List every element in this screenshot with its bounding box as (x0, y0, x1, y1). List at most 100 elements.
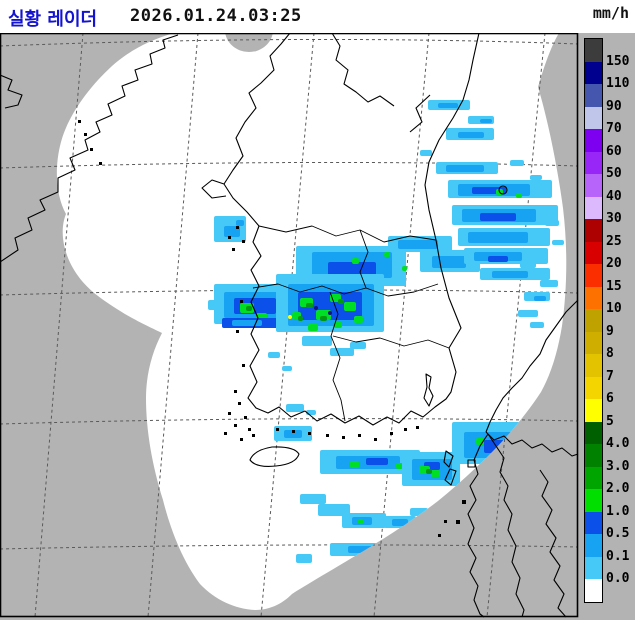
legend-color-swatch (585, 129, 602, 152)
precip-echo-cell (520, 262, 536, 268)
precip-echo-cell (302, 336, 332, 346)
precip-echo-cell (288, 315, 292, 319)
legend-color-swatch (585, 309, 602, 332)
precip-echo-cell (296, 554, 312, 563)
precip-echo-cell (354, 316, 363, 323)
precip-echo-cell (328, 311, 332, 315)
precip-echo-cell (318, 504, 350, 516)
precip-echo-cell (330, 348, 354, 356)
legend-color-swatch (585, 489, 602, 512)
precip-echo-cell (282, 366, 292, 371)
precip-echo-cell (530, 322, 544, 328)
legend-color-swatch (585, 84, 602, 107)
legend-color-swatch (585, 174, 602, 197)
legend-tick-label: 6 (606, 391, 614, 407)
precip-echo-cell (328, 262, 376, 276)
precip-echo-cell (236, 220, 244, 226)
legend-color-swatch (585, 444, 602, 467)
legend-tick-label: 0.1 (606, 548, 630, 564)
legend-tick-label: 150 (606, 53, 630, 69)
legend-tick-label: 8 (606, 346, 614, 362)
precip-echo-cell (458, 132, 484, 138)
legend-tick-label: 5 (606, 413, 614, 429)
legend-color-swatch (585, 511, 602, 535)
observation-timestamp: 2026.01.24.03:25 (130, 6, 302, 26)
precip-echo-cell (446, 165, 484, 172)
legend-color-swatch (585, 286, 602, 310)
legend-color-swatch (585, 466, 602, 490)
legend-tick-label: 20 (606, 256, 622, 272)
precip-echo-cell (468, 232, 528, 243)
legend-tick-label: 50 (606, 166, 622, 182)
legend-tick-label: 4.0 (606, 436, 630, 452)
legend-tick-label: 15 (606, 278, 622, 294)
legend-tick-label: 40 (606, 188, 622, 204)
coastline-layer (0, 32, 579, 618)
legend-tick-label: 9 (606, 323, 614, 339)
legend-tick-label: 0.5 (606, 526, 630, 542)
precip-echo-cell (308, 324, 318, 331)
precip-echo-cell (350, 342, 366, 349)
precip-echo-cell (358, 519, 364, 524)
legend-color-swatch (585, 61, 602, 85)
legend-color-swatch (585, 219, 602, 242)
island-dots-layer (78, 120, 466, 537)
legend-tick-label: 1.0 (606, 503, 630, 519)
precip-echo-cell (545, 220, 559, 226)
precip-echo-cell (488, 256, 508, 262)
precip-echo-cell (334, 322, 342, 328)
precip-echo-cell (344, 302, 356, 311)
header-bar: 실황 레이더 2026.01.24.03:25 mm/h (0, 0, 635, 33)
legend-color-swatch (585, 579, 602, 602)
legend-tick-label: 110 (606, 76, 630, 92)
legend-tick-label: 10 (606, 301, 622, 317)
precip-echo-cell (530, 175, 542, 180)
legend-color-swatch (585, 354, 602, 377)
precip-echo-cell (426, 469, 432, 474)
precip-echo-cell (398, 240, 438, 249)
precip-echo-cell (480, 119, 492, 123)
precip-echo-cell (420, 150, 432, 156)
precip-echo-cell (540, 280, 558, 287)
legend-tick-label: 30 (606, 211, 622, 227)
precip-echo-cell (316, 310, 331, 320)
legend-tick-label: 70 (606, 121, 622, 137)
precip-echo-cell (268, 352, 280, 358)
legend-tick-label: 7 (606, 368, 614, 384)
legend-tick-label: 60 (606, 143, 622, 159)
precip-echo-cell (510, 160, 524, 166)
precip-echo-cell (431, 470, 440, 477)
legend-color-swatch (585, 556, 602, 580)
precip-echo-cell (208, 300, 224, 310)
precip-echo-cell (314, 306, 318, 310)
precip-echo-cell (516, 193, 522, 198)
legend-color-swatch (585, 264, 602, 287)
precip-echo-cell (338, 299, 344, 304)
map-frame (0, 32, 579, 618)
precip-echo-cell (284, 430, 302, 438)
legend-color-swatch (585, 241, 602, 265)
precip-echo-cell (352, 258, 359, 264)
precip-echo-cell (232, 320, 262, 326)
precip-echo-cell (402, 266, 407, 271)
legend-color-swatch (585, 376, 602, 400)
precip-echo-cell (492, 271, 528, 278)
latlon-grid-layer (0, 32, 579, 618)
legend-color-swatch (585, 106, 602, 130)
precip-echo-cell (392, 519, 408, 526)
precip-echo-cell (298, 292, 362, 320)
precip-echo-cell (534, 296, 546, 301)
precip-echo-cell (432, 256, 466, 268)
legend-color-swatch (585, 399, 602, 422)
precip-echo-cell (306, 303, 313, 308)
legend-tick-label: 25 (606, 233, 622, 249)
precip-echo-cell (552, 240, 564, 245)
legend-color-swatch (585, 534, 602, 557)
precip-echo-cell (286, 404, 304, 412)
precip-echo-cell (246, 306, 252, 311)
legend-color-bar (584, 38, 603, 603)
unit-label: mm/h (592, 4, 629, 22)
legend-color-swatch (585, 421, 602, 445)
page-title: 실황 레이더 (8, 9, 98, 30)
